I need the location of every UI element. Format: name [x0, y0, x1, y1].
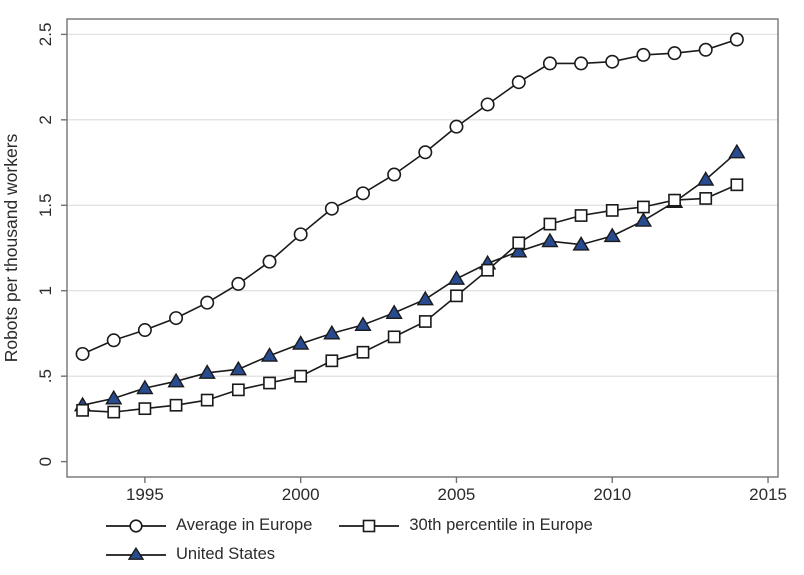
legend-row-1: Average in Europe 30th percentile in Eur… [105, 513, 593, 538]
data-point-marker-circle [605, 54, 620, 69]
data-point-marker-triangle [229, 360, 247, 376]
data-point-marker-square [543, 217, 557, 231]
data-point-marker-circle [75, 346, 90, 361]
triangle-marker-icon [106, 546, 166, 560]
chart-plot-area: 0 .5 1 1.5 2 2.5 1995 2000 2005 2010 2015 Robots pe… [1, 18, 787, 504]
data-point-marker-circle [200, 295, 215, 310]
data-point-marker-square [387, 330, 401, 344]
data-point-marker-circle [293, 227, 308, 242]
data-point-marker-square [512, 236, 526, 250]
y-axis-tick-label: 1.5 [36, 193, 55, 217]
y-axis-tick-label: 1 [36, 286, 55, 295]
square-marker-icon [339, 519, 400, 532]
data-point-marker-square [730, 178, 744, 192]
data-point-marker-circle [262, 254, 277, 269]
data-point-marker-square [294, 369, 308, 383]
data-point-marker-circle [418, 145, 433, 160]
x-axis-tick-label: 2000 [282, 485, 320, 504]
data-point-marker-triangle [447, 270, 466, 285]
data-point-marker-square [200, 393, 214, 407]
data-point-marker-square [574, 209, 588, 222]
data-point-marker-square [450, 289, 463, 303]
plot-border [66, 18, 779, 478]
data-point-marker-circle [667, 46, 682, 61]
legend-row-2: United States [105, 542, 593, 567]
legend-entry-average-in-europe: Average in Europe [105, 513, 312, 538]
data-point-marker-triangle [541, 232, 559, 248]
data-point-marker-triangle [354, 316, 372, 332]
data-point-marker-circle [698, 42, 713, 57]
data-point-marker-triangle [510, 242, 528, 258]
x-axis-tick-label: 1995 [126, 485, 164, 504]
data-point-marker-square [169, 398, 183, 412]
data-point-marker-triangle [260, 347, 279, 362]
x-axis-tick-label: 2015 [749, 485, 787, 504]
circle-marker-icon [106, 518, 166, 533]
data-point-marker-triangle [292, 335, 310, 350]
data-point-marker-circle [449, 119, 464, 134]
data-point-marker-triangle [136, 379, 154, 395]
data-point-marker-circle [480, 97, 495, 112]
data-point-marker-triangle [697, 171, 715, 186]
data-point-marker-square [76, 403, 89, 417]
data-point-marker-circle [387, 167, 402, 182]
data-point-marker-square [605, 204, 619, 217]
x-axis-tick-label: 2005 [438, 485, 476, 504]
data-point-marker-circle [729, 32, 744, 47]
data-point-marker-square [107, 405, 121, 419]
data-point-marker-square [356, 345, 370, 359]
data-point-marker-circle [169, 311, 184, 326]
data-point-marker-square [481, 263, 495, 277]
data-point-marker-circle [542, 56, 557, 71]
y-axis-tick-label: 0 [36, 457, 55, 466]
data-point-marker-circle [574, 56, 589, 71]
legend-label-30th-percentile-in-europe: 30th percentile in Europe [409, 516, 593, 534]
data-point-marker-circle [511, 75, 526, 90]
plot-background [67, 19, 778, 477]
data-point-marker-triangle [198, 364, 216, 379]
legend-entry-united-states: United States [105, 542, 275, 567]
data-point-marker-triangle [728, 143, 746, 159]
data-point-marker-triangle [167, 372, 185, 388]
data-point-marker-square [699, 192, 713, 205]
y-axis-tick-label: .5 [36, 369, 55, 383]
data-point-marker-triangle [634, 212, 653, 227]
data-point-marker-triangle [572, 235, 590, 251]
data-point-marker-triangle [385, 304, 403, 320]
data-point-marker-circle [137, 323, 152, 338]
data-point-marker-triangle [603, 227, 621, 243]
legend-entry-30th-percentile-in-europe: 30th percentile in Europe [338, 513, 593, 538]
y-axis-title: Robots per thousand workers [1, 133, 21, 362]
data-point-marker-circle [231, 276, 246, 291]
series-line-average-in-europe [82, 38, 738, 355]
data-point-marker-square [231, 383, 245, 397]
data-point-marker-triangle [416, 290, 434, 306]
y-axis-tick-label: 2 [36, 115, 55, 124]
series-line-30th-percentile-in-europe [82, 184, 738, 413]
data-point-marker-square [263, 376, 276, 390]
data-point-marker-square [325, 354, 339, 368]
data-point-marker-square [637, 200, 650, 214]
legend-label-average-in-europe: Average in Europe [176, 516, 313, 534]
y-axis-tick-label: 2.5 [36, 23, 55, 47]
legend-label-united-states: United States [176, 545, 276, 563]
x-axis-tick-label: 2010 [593, 485, 631, 504]
data-point-marker-circle [324, 201, 339, 216]
data-point-marker-square [418, 315, 432, 328]
data-point-marker-triangle [105, 389, 123, 405]
data-point-marker-circle [106, 333, 121, 348]
data-point-marker-square [138, 402, 152, 416]
series-line-united-states [82, 151, 738, 406]
data-point-marker-square [668, 193, 681, 207]
data-point-marker-circle [355, 186, 370, 201]
legend: Average in Europe 30th percentile in Eur… [105, 513, 593, 567]
data-point-marker-triangle [323, 324, 341, 340]
data-point-marker-circle [636, 47, 651, 62]
